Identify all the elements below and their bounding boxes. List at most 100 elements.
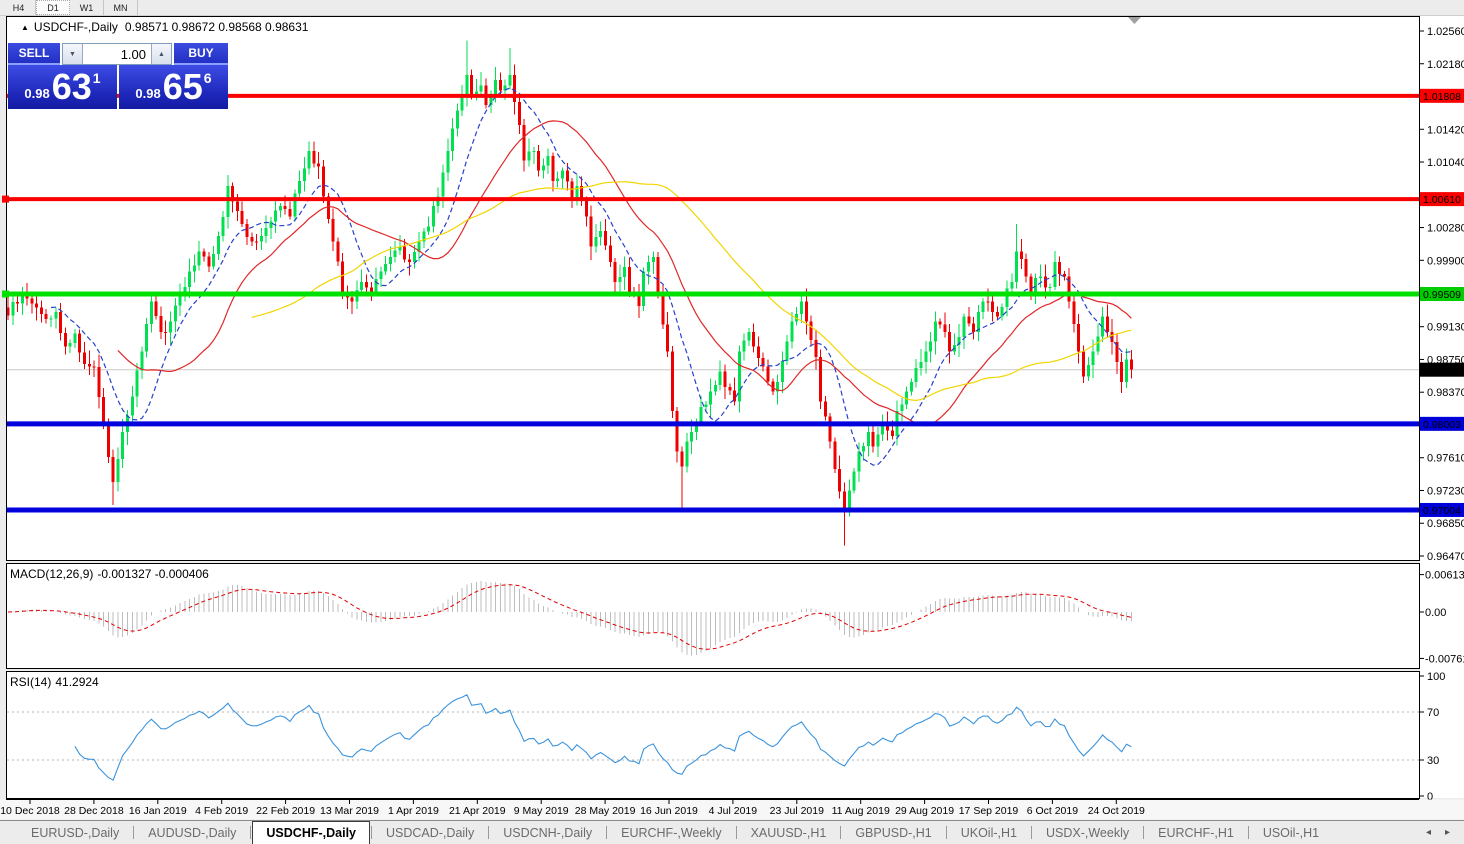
macd-values: -0.001327 -0.000406 [97, 567, 209, 581]
svg-text:13 Mar 2019: 13 Mar 2019 [320, 805, 379, 817]
svg-text:0.99900: 0.99900 [1427, 255, 1464, 267]
tab-separator [606, 826, 608, 839]
volume-increase-button[interactable]: ▲ [151, 44, 171, 64]
svg-text:1 Apr 2019: 1 Apr 2019 [388, 805, 439, 817]
price-axis[interactable]: 1.02560 1.02180 1.01420 1.01040 1.00280 0.999… [1420, 26, 1464, 803]
svg-text:0.97610: 0.97610 [1427, 453, 1464, 465]
chart-symbol-header: ▲ USDCHF-,Daily 0.98571 0.98672 0.98568 0.… [21, 20, 308, 34]
chart-tab-eurusd-daily[interactable]: EURUSD-,Daily [31, 825, 120, 840]
rsi-value: 41.2924 [55, 675, 99, 689]
svg-text:0.96470: 0.96470 [1427, 551, 1464, 563]
timeframe-toolbar: H4 D1 W1 MN [0, 0, 1464, 16]
svg-text:0.97230: 0.97230 [1427, 485, 1464, 497]
svg-text:1.01808: 1.01808 [1423, 91, 1461, 103]
svg-text:10 Dec 2018: 10 Dec 2018 [0, 805, 60, 817]
svg-text:4 Feb 2019: 4 Feb 2019 [195, 805, 248, 817]
svg-text:24 Oct 2019: 24 Oct 2019 [1088, 805, 1145, 817]
buy-price-big-digits: 65 [162, 66, 203, 107]
chart-tab-eurchf-h1[interactable]: EURCHF-,H1 [1158, 825, 1234, 840]
line-anchor-marker[interactable] [2, 195, 9, 203]
tabs-scroll-right-icon[interactable]: ▸ [1444, 827, 1450, 838]
trade-panel-header-row: SELL ▼ 1.00 ▲ BUY [8, 43, 228, 65]
tabs-scroll-left-icon[interactable]: ◂ [1425, 827, 1431, 838]
svg-text:16 Jun 2019: 16 Jun 2019 [640, 805, 698, 817]
ma-52-line [251, 181, 1132, 402]
buy-button[interactable]: BUY [174, 43, 228, 65]
svg-text:0.98370: 0.98370 [1427, 387, 1464, 399]
horizontal-lines[interactable] [7, 93, 1419, 513]
tab-separator [250, 826, 252, 839]
svg-text:17 Sep 2019: 17 Sep 2019 [959, 805, 1019, 817]
buy-price-button[interactable]: 0.98 65 6 [119, 65, 228, 109]
chart-tab-usdcnh-daily[interactable]: USDCNH-,Daily [503, 825, 593, 840]
svg-text:1.00280: 1.00280 [1427, 223, 1464, 235]
buy-price-pip-digit: 6 [203, 70, 212, 86]
chart-tab-gbpusd-h1[interactable]: GBPUSD-,H1 [855, 825, 932, 840]
chart-tab-usoil-h1[interactable]: USOil-,H1 [1262, 825, 1320, 840]
scroll-to-end-icon[interactable] [1128, 17, 1141, 24]
tab-separator [1247, 826, 1249, 839]
timeframe-button-mn[interactable]: MN [104, 0, 138, 15]
svg-text:16 Jan 2019: 16 Jan 2019 [129, 805, 187, 817]
svg-text:1.02560: 1.02560 [1427, 26, 1464, 38]
rsi-name: RSI(14) [10, 675, 52, 689]
volume-decrease-button[interactable]: ▼ [63, 44, 83, 64]
sell-price-big-digits: 63 [51, 66, 92, 107]
tab-separator [371, 826, 372, 839]
svg-text:11 Aug 2019: 11 Aug 2019 [832, 805, 890, 817]
candles [7, 40, 1133, 546]
tab-separator [735, 826, 737, 839]
timeframe-button-w1[interactable]: W1 [70, 0, 104, 15]
collapse-icon[interactable]: ▲ [21, 23, 29, 32]
ma-10-line [50, 87, 1132, 466]
tab-separator [840, 826, 842, 839]
main-chart-layer [7, 40, 1419, 546]
svg-text:0.00613: 0.00613 [1425, 570, 1464, 582]
line-anchor-marker[interactable] [2, 290, 9, 298]
sell-price-button[interactable]: 0.98 63 1 [8, 65, 117, 109]
svg-text:29 Aug 2019: 29 Aug 2019 [895, 805, 954, 817]
chart-tab-usdx-weekly[interactable]: USDX-,Weekly [1045, 825, 1130, 840]
tab-separator [1030, 826, 1032, 839]
chart-tab-audusd-daily[interactable]: AUDUSD-,Daily [148, 825, 237, 840]
rsi-indicator-label: RSI(14) 41.2924 [10, 675, 103, 689]
date-axis[interactable]: 10 Dec 2018 28 Dec 2018 16 Jan 2019 4 Feb 2… [0, 799, 1464, 820]
svg-text:28 May 2019: 28 May 2019 [575, 805, 636, 817]
macd-histogram [12, 581, 1132, 656]
sell-price-prefix: 0.98 [24, 86, 50, 101]
svg-text:1.01040: 1.01040 [1427, 157, 1464, 169]
chart-tab-usdchf-daily[interactable]: USDCHF-,Daily [252, 821, 370, 844]
rsi-layer [7, 694, 1419, 781]
svg-text:30: 30 [1427, 755, 1439, 767]
rsi-line [74, 694, 1132, 781]
trade-panel-prices: 0.98 63 1 0.98 65 6 [8, 65, 228, 109]
sell-price-pip-digit: 1 [92, 70, 101, 86]
volume-spinner: ▼ 1.00 ▲ [62, 43, 172, 65]
svg-text:0.96850: 0.96850 [1427, 518, 1464, 530]
sell-button[interactable]: SELL [8, 43, 60, 65]
volume-input[interactable]: 1.00 [120, 46, 146, 62]
svg-text:0.98631: 0.98631 [1423, 365, 1461, 377]
svg-text:1.02180: 1.02180 [1427, 59, 1464, 71]
svg-text:100: 100 [1427, 671, 1445, 683]
tab-scroll-arrows: ◂ ▸ [1426, 827, 1464, 838]
macd-name: MACD(12,26,9) [10, 567, 94, 581]
chart-tabs: EURUSD-,Daily AUDUSD-,Daily USDCHF-,Daily U… [0, 821, 1426, 844]
timeframe-button-h4[interactable]: H4 [2, 0, 36, 15]
svg-text:0.98003: 0.98003 [1423, 419, 1461, 431]
buy-price-prefix: 0.98 [135, 86, 161, 101]
chart-symbol-label: USDCHF-,Daily [33, 20, 118, 34]
svg-text:0.97004: 0.97004 [1423, 505, 1461, 517]
chart-tab-ukoil-h1[interactable]: UKOil-,H1 [960, 825, 1017, 840]
chart-tab-usdcad-daily[interactable]: USDCAD-,Daily [386, 825, 475, 840]
svg-text:23 Jul 2019: 23 Jul 2019 [770, 805, 824, 817]
chart-tab-eurchf-weekly[interactable]: EURCHF-,Weekly [621, 825, 722, 840]
tab-separator [488, 826, 490, 839]
svg-text:0.00: 0.00 [1425, 607, 1446, 619]
macd-signal-line [7, 584, 1132, 650]
svg-text:28 Dec 2018: 28 Dec 2018 [64, 805, 124, 817]
tab-separator [1143, 826, 1145, 839]
timeframe-button-d1[interactable]: D1 [36, 0, 70, 15]
svg-text:22 Feb 2019: 22 Feb 2019 [256, 805, 315, 817]
chart-tab-xauusd-h1[interactable]: XAUUSD-,H1 [750, 825, 827, 840]
